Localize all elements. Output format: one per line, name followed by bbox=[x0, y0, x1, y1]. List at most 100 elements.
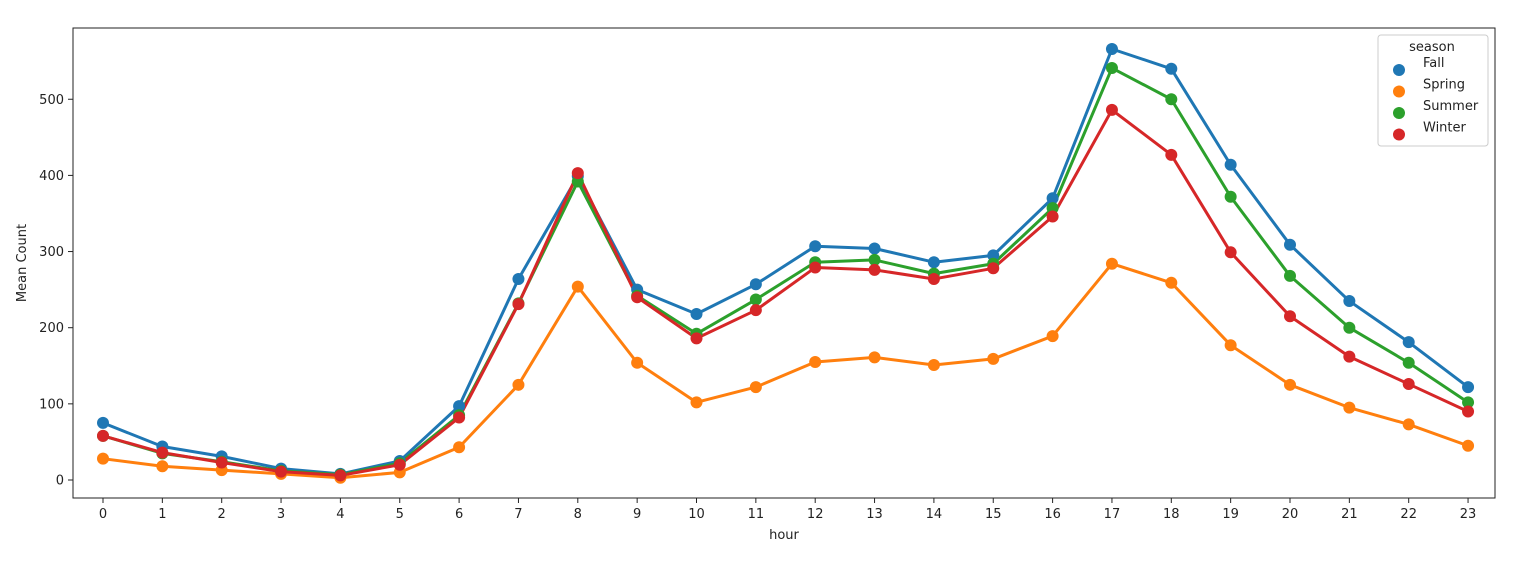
data-point bbox=[690, 396, 703, 409]
x-tick-label: 21 bbox=[1341, 507, 1358, 522]
x-tick-label: 4 bbox=[336, 507, 344, 522]
series-line-fall bbox=[101, 47, 1470, 476]
legend-label-fall: Fall bbox=[1423, 56, 1444, 71]
x-tick-label: 19 bbox=[1222, 507, 1239, 522]
data-point bbox=[1046, 202, 1059, 215]
data-point bbox=[1462, 439, 1475, 452]
y-tick-label: 500 bbox=[39, 93, 64, 108]
x-tick-label: 14 bbox=[926, 507, 943, 522]
legend: season Fall Spring Summer Winter bbox=[1377, 34, 1489, 147]
data-point bbox=[1402, 378, 1415, 391]
data-point bbox=[927, 272, 940, 285]
data-point bbox=[512, 298, 525, 311]
data-point bbox=[1046, 330, 1059, 343]
data-point bbox=[453, 441, 466, 454]
x-tick-label: 10 bbox=[688, 507, 705, 522]
data-point bbox=[1165, 93, 1178, 106]
y-tick-label: 400 bbox=[39, 169, 64, 184]
series-line-summer bbox=[101, 66, 1470, 477]
data-point bbox=[156, 446, 169, 459]
data-point bbox=[1343, 401, 1356, 414]
data-point bbox=[393, 458, 406, 471]
legend-label-winter: Winter bbox=[1423, 121, 1467, 136]
data-point bbox=[868, 351, 881, 364]
legend-marker-winter bbox=[1393, 128, 1405, 141]
data-point bbox=[1402, 356, 1415, 369]
series-points-winter bbox=[97, 103, 1475, 482]
x-tick-label: 11 bbox=[748, 507, 765, 522]
data-point bbox=[1284, 269, 1296, 282]
series-points-spring bbox=[97, 257, 1475, 484]
data-point bbox=[868, 253, 881, 266]
x-tick-label: 7 bbox=[514, 507, 522, 522]
series-points-fall bbox=[97, 42, 1475, 480]
x-tick-label: 17 bbox=[1104, 507, 1121, 522]
data-point bbox=[1284, 310, 1296, 323]
data-point bbox=[749, 278, 762, 291]
y-tick-label: 0 bbox=[56, 474, 64, 489]
data-point bbox=[749, 381, 762, 394]
data-point bbox=[1402, 336, 1415, 349]
legend-items: Fall Spring Summer Winter bbox=[1393, 56, 1479, 141]
data-point bbox=[631, 356, 644, 369]
data-point bbox=[1343, 295, 1356, 308]
data-point bbox=[1165, 148, 1178, 161]
data-point bbox=[631, 291, 644, 304]
x-tick-label: 13 bbox=[866, 507, 883, 522]
legend-marker-summer bbox=[1393, 107, 1405, 119]
y-axis-label: Mean Count bbox=[15, 224, 30, 302]
data-point bbox=[987, 352, 1000, 365]
legend-box bbox=[1377, 34, 1489, 147]
x-tick-label: 15 bbox=[985, 507, 1002, 522]
data-point bbox=[453, 411, 466, 424]
data-point bbox=[1046, 192, 1059, 205]
data-point bbox=[690, 307, 703, 320]
data-point bbox=[1224, 246, 1237, 259]
data-point bbox=[512, 378, 525, 391]
data-point bbox=[1046, 210, 1059, 223]
data-point bbox=[1462, 396, 1475, 409]
series-line-spring bbox=[101, 262, 1470, 480]
data-point bbox=[97, 416, 109, 429]
data-point bbox=[1105, 42, 1118, 55]
series-lines bbox=[101, 47, 1470, 480]
data-point bbox=[749, 304, 762, 317]
data-point bbox=[809, 355, 822, 368]
data-point bbox=[512, 272, 525, 285]
data-point bbox=[1402, 418, 1415, 431]
data-point bbox=[1165, 62, 1178, 75]
legend-label-spring: Spring bbox=[1423, 78, 1465, 93]
data-point bbox=[215, 456, 228, 469]
data-point bbox=[571, 167, 584, 180]
data-point bbox=[1105, 103, 1118, 116]
data-point bbox=[1105, 62, 1118, 75]
data-point bbox=[156, 460, 169, 473]
x-tick-label: 0 bbox=[99, 507, 107, 522]
legend-label-summer: Summer bbox=[1423, 99, 1479, 114]
x-tick-label: 6 bbox=[455, 507, 463, 522]
data-point bbox=[1343, 350, 1356, 363]
data-point bbox=[1284, 238, 1296, 251]
data-point bbox=[809, 261, 822, 274]
data-point bbox=[97, 452, 109, 465]
series-points bbox=[97, 42, 1475, 484]
y-axis: 0 100 200 300 400 500 bbox=[39, 93, 73, 489]
legend-title: season bbox=[1409, 40, 1455, 55]
data-point bbox=[987, 249, 1000, 262]
series-line-winter bbox=[101, 108, 1470, 477]
x-tick-label: 8 bbox=[574, 507, 582, 522]
y-tick-label: 300 bbox=[39, 245, 64, 260]
x-axis-label: hour bbox=[769, 528, 799, 543]
data-point bbox=[1462, 405, 1475, 418]
x-tick-label: 5 bbox=[396, 507, 404, 522]
data-point bbox=[275, 465, 288, 478]
data-point bbox=[749, 293, 762, 306]
legend-marker-spring bbox=[1393, 85, 1405, 98]
x-tick-label: 16 bbox=[1044, 507, 1061, 522]
x-tick-label: 9 bbox=[633, 507, 641, 522]
data-point bbox=[690, 332, 703, 345]
data-point bbox=[571, 280, 584, 293]
plot-frame bbox=[72, 27, 1496, 499]
data-point bbox=[453, 400, 466, 413]
